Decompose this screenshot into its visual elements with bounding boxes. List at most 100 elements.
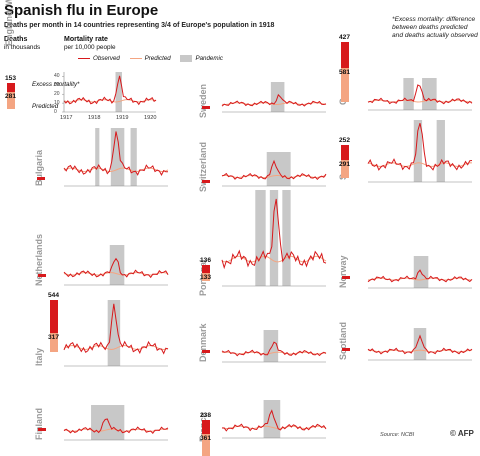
switzerland-pandemic-band-0	[266, 152, 291, 186]
legend-deaths-title: Deaths	[4, 36, 28, 43]
excess-note: *Excess mortality: difference between de…	[392, 16, 478, 39]
germany-excess-value: 427	[339, 34, 351, 41]
portugal-excess-bar	[202, 265, 210, 274]
spain-excess-value: 252	[339, 137, 351, 144]
england-wales-pandemic-band-0	[115, 72, 122, 112]
line-legend: Observed Predicted Pandemic	[78, 55, 223, 62]
netherlands-predicted-line	[63, 272, 169, 276]
finland-deaths-bar	[38, 428, 46, 431]
x-tick-1919: 1919	[116, 115, 129, 121]
italy-predicted-bar	[50, 332, 58, 352]
norway-observed-line	[367, 269, 473, 283]
italy-excess-bar	[50, 300, 58, 333]
spain-pandemic-band-0	[413, 120, 423, 182]
england-wales-excess-value: 153	[5, 75, 17, 82]
portugal-pandemic-band-0	[255, 190, 266, 286]
pandemic-swatch	[180, 55, 193, 62]
italy-observed-line	[63, 303, 169, 355]
france-pandemic-band-0	[263, 400, 281, 438]
germany-pandemic-band-1	[422, 78, 437, 110]
legend-rate: Mortality rate per 10,000 people	[64, 36, 116, 51]
x-tick-1918: 1918	[88, 115, 101, 121]
spain-excess-bar	[341, 145, 349, 161]
france-excess-value: 238	[200, 412, 212, 419]
portugal-pandemic-band-2	[282, 190, 291, 286]
portugal-predicted-bar	[202, 273, 210, 282]
germany-excess-bar	[341, 42, 349, 68]
x-tick-1920: 1920	[144, 115, 157, 121]
germany-observed-line	[367, 84, 473, 105]
germany-predicted-value: 581	[339, 68, 351, 76]
spain-predicted-value: 291	[339, 161, 351, 169]
portugal-excess-value: 136	[200, 257, 212, 264]
england-wales-predicted-value: 281	[5, 93, 17, 101]
switzerland-observed-line	[221, 159, 327, 181]
england-wales-predicted-bar	[7, 92, 15, 110]
legend-pandemic: Pandemic	[195, 55, 223, 63]
germany-pandemic-band-0	[403, 78, 414, 110]
netherlands-observed-line	[63, 257, 169, 279]
legend-observed: Observed	[93, 55, 120, 63]
scotland-observed-line	[367, 334, 473, 355]
norway-name: Norway	[338, 255, 348, 288]
switzerland-name: Switzerland	[198, 141, 208, 192]
small-multiples-chart	[62, 72, 473, 441]
portugal-pandemic-band-1	[269, 190, 279, 286]
scotland-pandemic-band-0	[413, 328, 427, 360]
switzerland-predicted-line	[221, 175, 327, 179]
italy-predicted-value: 317	[48, 333, 60, 341]
norway-deaths-bar	[342, 276, 350, 279]
netherlands-name: Netherlands	[34, 233, 44, 286]
y-tick-30: 30	[54, 82, 60, 89]
chart-title: Spanish flu in Europe	[4, 2, 159, 19]
source-text: Source: NCBI	[380, 432, 415, 438]
france-excess-bar	[202, 420, 210, 435]
observed-swatch	[78, 58, 90, 59]
afp-logo: © AFP	[450, 429, 474, 438]
x-tick-1917: 1917	[60, 115, 73, 121]
finland-pandemic-band-0	[91, 405, 125, 440]
finland-observed-line	[63, 418, 169, 434]
legend-predicted-label: Predicted	[32, 103, 59, 110]
italy-name: Italy	[34, 347, 44, 366]
y-tick-0: 0	[54, 109, 57, 115]
spain-observed-line	[367, 123, 473, 171]
italy-excess-value: 544	[48, 292, 60, 299]
sweden-observed-line	[221, 93, 327, 107]
scotland-deaths-bar	[342, 348, 350, 351]
sweden-name: Sweden	[198, 83, 208, 118]
france-observed-line	[221, 409, 327, 432]
netherlands-deaths-bar	[38, 274, 46, 277]
portugal-predicted-value: 133	[200, 274, 212, 282]
denmark-observed-line	[221, 341, 327, 357]
bulgaria-deaths-bar	[37, 177, 45, 180]
legend-predicted: Predicted	[144, 55, 171, 63]
portugal-observed-line	[221, 198, 327, 270]
bulgaria-name: Bulgaria	[34, 149, 44, 186]
denmark-deaths-bar	[202, 350, 210, 353]
legend-deaths: Deaths in thousands	[4, 36, 40, 51]
y-tick-40: 40	[54, 73, 60, 80]
bulgaria-pandemic-band-2	[130, 128, 137, 186]
bulgaria-pandemic-band-0	[95, 128, 100, 186]
scotland-name: Scotland	[338, 321, 348, 360]
germany-predicted-bar	[341, 67, 349, 103]
england-wales-observed-line	[63, 75, 157, 106]
predicted-swatch	[129, 58, 142, 59]
legend-excess-label: Excess mortality*	[32, 81, 80, 88]
legend-deaths-sub: in thousands	[4, 43, 41, 51]
spain-pandemic-band-1	[436, 120, 445, 182]
chart-subtitle: Deaths per month in 14 countries represe…	[4, 22, 275, 29]
y-tick-10: 10	[54, 100, 60, 107]
france-predicted-value: 361	[200, 435, 212, 443]
spain-predicted-bar	[341, 160, 349, 178]
legend-rate-title: Mortality rate	[64, 36, 108, 43]
england-wales-excess-bar	[7, 83, 15, 93]
finland-name: Finland	[34, 408, 44, 440]
sweden-deaths-bar	[202, 106, 210, 109]
switzerland-deaths-bar	[202, 180, 210, 183]
y-tick-20: 20	[54, 91, 60, 98]
bulgaria-observed-line	[63, 131, 169, 176]
denmark-pandemic-band-0	[263, 330, 279, 362]
england-wales-name: England, Wales	[4, 0, 14, 46]
